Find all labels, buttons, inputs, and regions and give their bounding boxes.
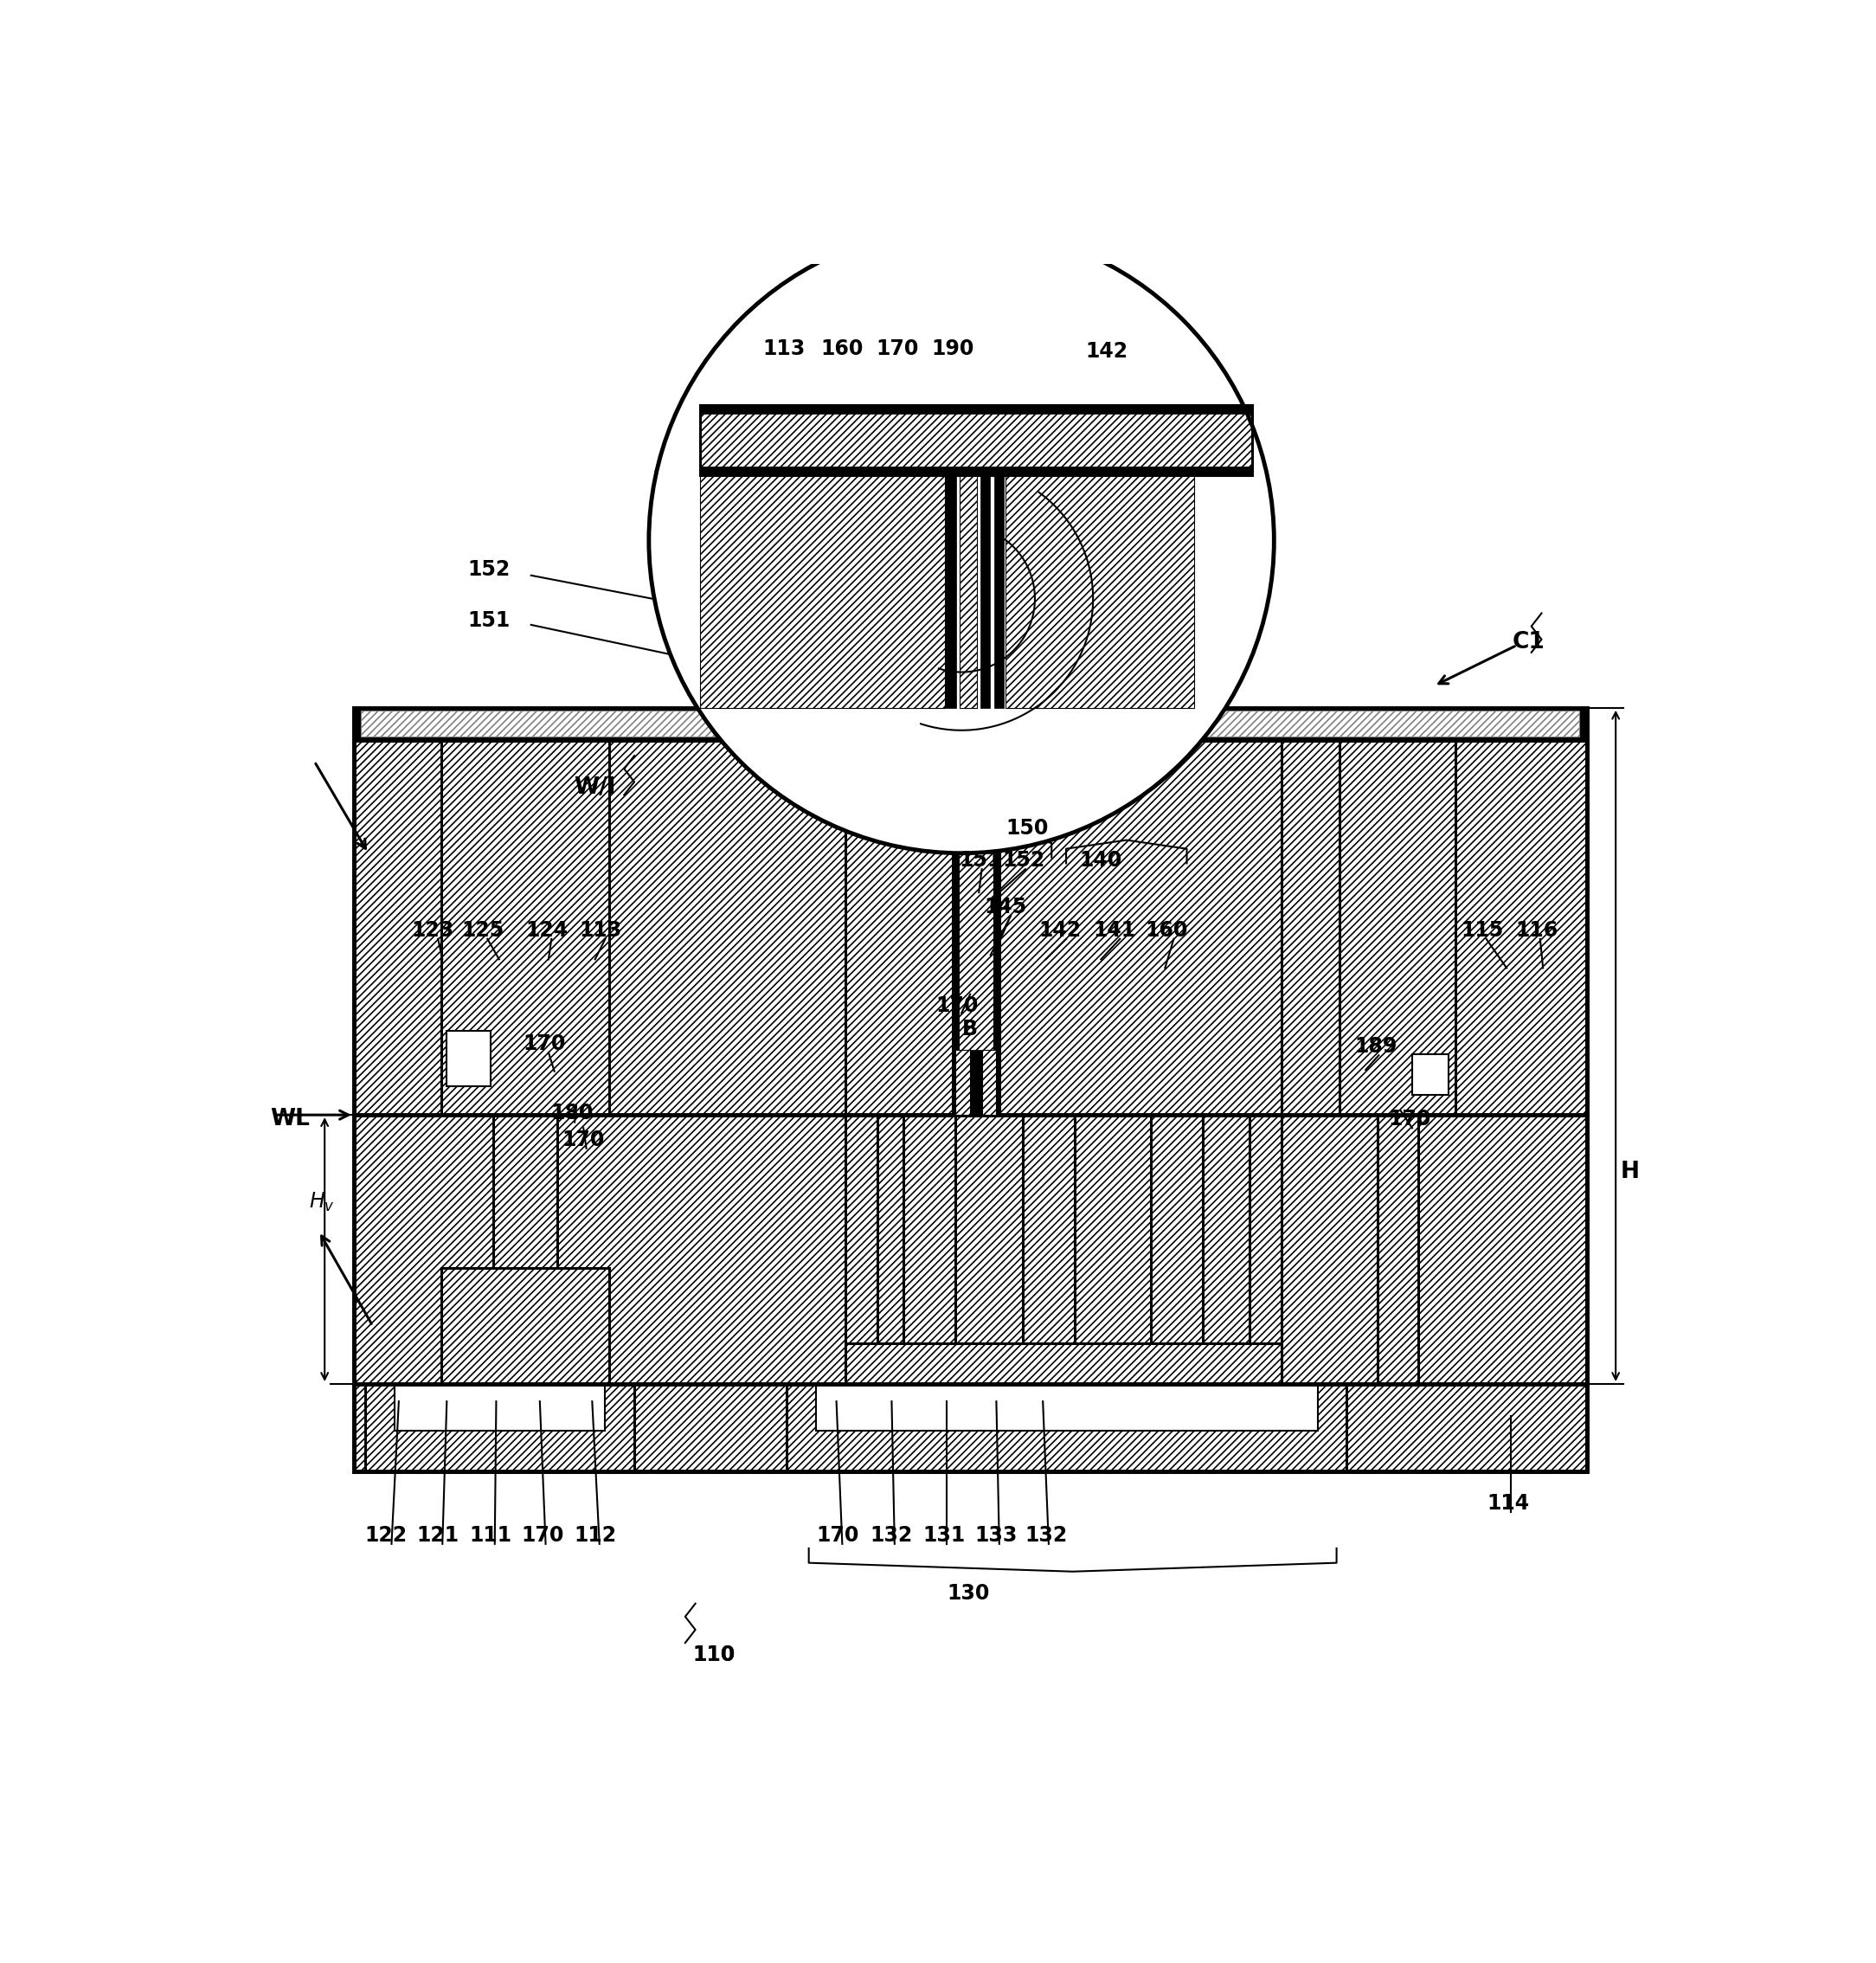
Bar [953, 740, 959, 1115]
Text: 141: 141 [1094, 921, 1135, 940]
Bar [1249, 1115, 1281, 1384]
Text: 110: 110 [692, 1645, 735, 1665]
Text: 112: 112 [574, 1525, 617, 1545]
Text: 142: 142 [1039, 921, 1082, 940]
Text: W/I: W/I [574, 777, 615, 799]
Text: B: B [962, 1019, 977, 1040]
Text: 170: 170 [522, 1525, 565, 1545]
Bar [394, 1384, 606, 1431]
Bar [493, 1115, 557, 1268]
Text: 133: 133 [976, 1525, 1017, 1545]
Bar [700, 467, 1251, 475]
Text: 132: 132 [870, 1525, 914, 1545]
Text: H: H [1621, 1160, 1640, 1184]
Bar [981, 475, 991, 709]
Text: C1: C1 [1512, 630, 1544, 654]
Text: 130: 130 [947, 1582, 991, 1604]
Text: 189: 189 [1354, 1036, 1398, 1056]
Text: 111: 111 [469, 1525, 512, 1545]
Bar [955, 1050, 970, 1115]
Text: $H_v$: $H_v$ [310, 1192, 334, 1213]
Bar [961, 475, 977, 709]
Text: 131: 131 [923, 1525, 966, 1545]
Text: WL: WL [270, 1107, 310, 1131]
Bar [959, 740, 994, 1115]
Text: 110: 110 [692, 1645, 735, 1665]
Text: 116: 116 [1516, 921, 1559, 940]
Bar [788, 1384, 1347, 1470]
Bar [844, 740, 1281, 1115]
Bar [700, 404, 1251, 414]
Bar [366, 1384, 634, 1470]
Text: 170: 170 [936, 995, 979, 1017]
Bar [994, 740, 1000, 1115]
Bar [946, 475, 957, 709]
Text: 150: 150 [1006, 819, 1049, 838]
Text: 114: 114 [1488, 1492, 1529, 1513]
Text: 170: 170 [816, 1525, 859, 1545]
Text: 151: 151 [467, 610, 510, 630]
Text: 170: 170 [876, 338, 919, 359]
Text: 123: 123 [411, 921, 454, 940]
Text: 124: 124 [525, 921, 568, 940]
Text: 125: 125 [461, 921, 505, 940]
Text: 160: 160 [822, 338, 863, 359]
Text: 115: 115 [1461, 921, 1503, 940]
Bar [446, 1031, 490, 1086]
Text: 170: 170 [1388, 1109, 1431, 1129]
Text: 180: 180 [550, 1103, 593, 1125]
Text: 140: 140 [1081, 850, 1122, 872]
Bar [1006, 475, 1193, 709]
Bar [844, 1343, 1281, 1384]
Text: 132: 132 [1024, 1525, 1067, 1545]
Text: 121: 121 [416, 1525, 460, 1545]
Bar [1377, 1115, 1418, 1384]
Text: 113: 113 [580, 921, 623, 940]
Text: 151: 151 [959, 850, 1002, 872]
Bar [816, 1384, 1317, 1431]
Text: 113: 113 [764, 338, 805, 359]
Bar [1413, 1054, 1448, 1095]
Text: 160: 160 [1144, 921, 1188, 940]
Text: 190: 190 [930, 338, 974, 359]
Bar [970, 1050, 981, 1115]
Circle shape [649, 228, 1274, 854]
Bar [844, 1115, 878, 1384]
Text: 152: 152 [467, 559, 510, 579]
Bar [441, 740, 610, 1115]
Bar [700, 475, 946, 709]
Bar [360, 711, 1580, 736]
Text: 142: 142 [1086, 342, 1127, 361]
Text: 145: 145 [983, 897, 1026, 917]
Bar [953, 740, 1000, 1115]
Bar [441, 1268, 610, 1384]
Text: 122: 122 [364, 1525, 407, 1545]
Text: 170: 170 [563, 1129, 604, 1150]
Text: 170: 170 [523, 1033, 565, 1054]
Bar [700, 404, 1251, 475]
Text: 152: 152 [1002, 850, 1045, 872]
Bar [981, 1050, 996, 1115]
Bar [994, 475, 1004, 709]
Bar [1022, 1115, 1075, 1384]
Bar [355, 709, 1587, 1470]
Bar [1150, 1115, 1203, 1384]
Bar [355, 709, 1587, 740]
Bar [902, 1115, 955, 1384]
Bar [1339, 740, 1456, 1115]
